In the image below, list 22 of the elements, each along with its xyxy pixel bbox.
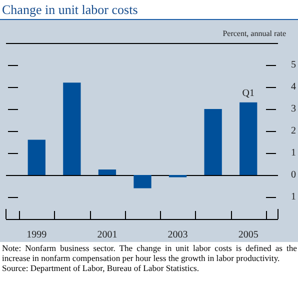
x-tick-label: 2003 bbox=[168, 230, 188, 241]
bar bbox=[63, 82, 81, 175]
bar bbox=[240, 102, 258, 175]
x-tick-label: 1999 bbox=[26, 230, 47, 241]
y-tick-label: 3 bbox=[291, 104, 296, 115]
y-tick-label: 0 bbox=[291, 170, 296, 181]
y-tick-label: 1 bbox=[291, 192, 296, 203]
x-tick-label: 2005 bbox=[238, 230, 258, 241]
source-note: Source: Department of Labor, Bureau of Labor Statistics. bbox=[2, 263, 200, 273]
y-tick-label: 4 bbox=[291, 82, 296, 93]
x-tick-label: 2001 bbox=[97, 230, 118, 241]
text: Note: Nonfarm business sector. The change in unit labor costs is defined as the increase in nonfarm compensation per hour less the growth in labor productivity. bbox=[2, 243, 297, 263]
y-tick-label: 2 bbox=[291, 126, 296, 137]
y-tick-label: 5 bbox=[291, 60, 296, 71]
chart-title: Change in unit labor costs bbox=[0, 0, 298, 20]
y-axis-title: Percent, annual rate bbox=[222, 29, 286, 38]
bar bbox=[204, 109, 222, 175]
annotation: Q1 bbox=[242, 88, 254, 100]
bar bbox=[28, 140, 46, 175]
bar bbox=[98, 170, 116, 175]
y-tick-label: 1 bbox=[291, 148, 296, 159]
bar bbox=[134, 175, 152, 188]
